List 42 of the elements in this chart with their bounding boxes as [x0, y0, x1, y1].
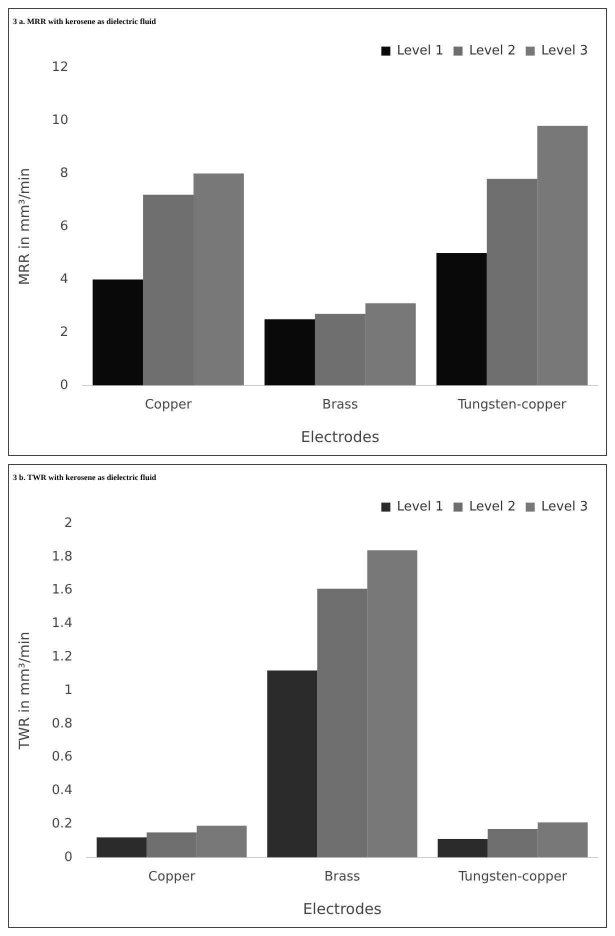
legend-label: Level 3 [541, 43, 588, 58]
y-tick-label: 0.6 [52, 750, 72, 765]
bar [264, 319, 315, 386]
bar [92, 279, 144, 386]
x-axis-title: Electrodes [302, 900, 382, 918]
x-tick-label: Tungsten-copper [458, 870, 568, 885]
chart-title: 3 b. TWR with kerosene as dielectric fluid [13, 472, 157, 482]
y-tick-label: 1.4 [52, 616, 72, 632]
x-tick-label: Tungsten-copper [456, 398, 567, 413]
y-tick-label: 1.8 [52, 549, 72, 564]
bar [436, 252, 487, 386]
x-tick-label: Copper [148, 870, 196, 885]
y-axis-title: MRR in mm³/min [17, 168, 34, 286]
x-tick-label: Brass [322, 398, 358, 413]
bar [267, 670, 318, 858]
legend-label: Level 3 [541, 499, 588, 514]
bar [96, 837, 147, 858]
y-tick-label: 1.6 [52, 582, 72, 598]
y-tick-label: 4 [60, 272, 68, 287]
y-tick-label: 0 [60, 378, 68, 393]
legend-label: Level 1 [396, 499, 444, 514]
y-tick-label: 0.4 [52, 783, 72, 798]
x-tick-label: Brass [324, 870, 360, 885]
chart-title: 3 a. MRR with kerosene as dielectric fluid [13, 16, 156, 26]
y-tick-label: 0.8 [52, 716, 72, 732]
y-tick-label: 1 [64, 682, 72, 698]
y-tick-label: 1.2 [52, 649, 72, 664]
y-tick-label: 12 [52, 60, 68, 75]
y-tick-label: 10 [52, 112, 68, 128]
legend-label: Level 2 [469, 499, 516, 514]
legend-label: Level 2 [469, 43, 516, 58]
x-axis-title: Electrodes [300, 428, 380, 446]
y-tick-label: 8 [60, 166, 68, 181]
x-tick-label: Copper [144, 398, 192, 413]
y-tick-label: 0 [64, 850, 72, 865]
y-tick-label: 2 [60, 324, 68, 340]
y-tick-label: 6 [60, 218, 68, 234]
bar [438, 839, 488, 858]
y-tick-label: 0.2 [52, 816, 72, 832]
y-tick-label: 2 [64, 516, 72, 531]
legend-label: Level 1 [396, 43, 444, 58]
y-axis-title: TWR in mm³/min [17, 632, 34, 750]
